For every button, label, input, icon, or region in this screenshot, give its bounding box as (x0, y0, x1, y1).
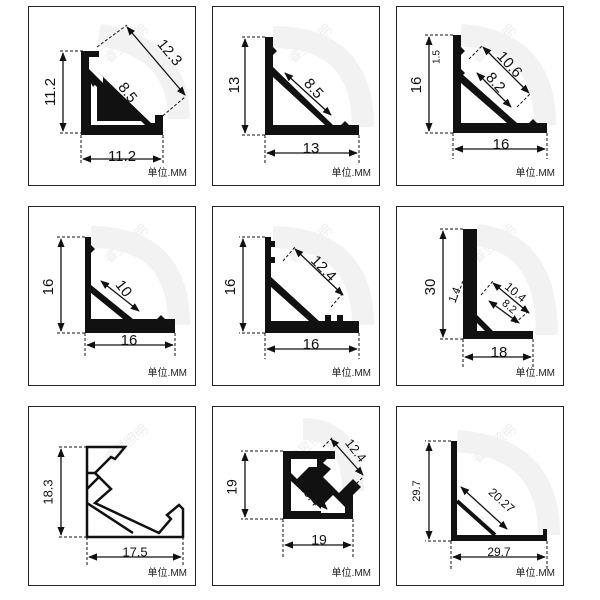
dimension-label: 16 (493, 136, 510, 153)
profile-panel-7: 睿昱照明 18.3 17.5 单位.MM (28, 406, 196, 586)
profile-shape (265, 237, 359, 333)
diffuser-arc (272, 226, 374, 326)
dimension-label: 1.5 (432, 50, 443, 64)
profile-shape (463, 229, 533, 339)
unit-label: 单位.MM (331, 368, 371, 379)
extension-line (352, 476, 364, 488)
diffuser-slot (455, 499, 497, 537)
dimension-line (492, 282, 530, 314)
dimension-label: 29.7 (487, 545, 511, 559)
extension-line (158, 96, 186, 120)
unit-label: 单位.MM (147, 368, 187, 379)
extension-line (516, 92, 532, 108)
profile-shape (85, 237, 175, 333)
dimension-label: 17.5 (122, 544, 147, 559)
profile-panel-4: 睿昱照明 16 10 16 单位.MM (28, 206, 196, 386)
dimension-label: 18.3 (40, 479, 55, 504)
unit-label: 单位.MM (147, 168, 187, 179)
profile-cavity (291, 459, 317, 479)
unit-label: 单位.MM (515, 368, 555, 379)
unit-label: 单位.MM (331, 568, 371, 579)
diffuser-arc (475, 224, 558, 336)
profile-notch (505, 323, 513, 331)
dimension-line (482, 46, 530, 94)
dimension-line (294, 248, 344, 296)
diffuser-arc (90, 226, 190, 326)
dimension-label: 16 (222, 279, 239, 296)
diffuser-arc (272, 26, 374, 128)
unit-label: 单位.MM (515, 168, 555, 179)
extension-line (480, 280, 494, 296)
profile-panel-2: 睿昱照明 13 8.5 13 单位.MM (212, 6, 380, 186)
extension-line (454, 280, 464, 304)
profile-shape (453, 35, 547, 133)
profile-cavity (91, 81, 145, 125)
diffuser-slot (477, 315, 493, 331)
extension-line (282, 246, 296, 262)
dimension-line (460, 486, 508, 530)
unit-label: 单位.MM (515, 568, 555, 579)
dimension-label: 30 (422, 279, 439, 296)
dimension-line (126, 26, 186, 96)
dimension-label: 16 (40, 279, 57, 296)
dimension-line (298, 480, 328, 510)
dimension-label: 10 (112, 277, 136, 301)
dimension-label: 16 (303, 336, 320, 353)
dimension-label: 20.27 (486, 485, 518, 516)
dimension-line (488, 300, 520, 324)
profile-panel-3: 睿昱照明 16 1.5 10.6 8.2 16 单位.MM (396, 6, 564, 186)
dimension-line (88, 78, 140, 120)
unit-label: 单位.MM (331, 168, 371, 179)
dimension-label: 8.2 (482, 69, 509, 96)
dimension-label: 18 (491, 344, 508, 361)
dimension-label: 13 (226, 77, 243, 94)
profile-outline (86, 501, 134, 535)
diffuser-arc (456, 430, 560, 536)
extension-line (468, 44, 484, 60)
profile-outline (86, 471, 101, 490)
dimension-label: 16 (408, 77, 425, 94)
profile-outline (85, 445, 185, 539)
dimension-line (100, 280, 140, 312)
profile-panel-5: 睿昱照明 16 12.4 16 单位.MM (212, 206, 380, 386)
dimension-line (476, 72, 512, 108)
profile-panel-1: 睿昱照明 11.2 12.3 8.5 11.2 单位.MM (28, 6, 196, 186)
extension-line (330, 292, 344, 308)
extension-line (96, 24, 128, 48)
dimension-label: 16 (121, 332, 138, 349)
dimension-label: 19 (224, 479, 240, 495)
dimension-label: 1.4 (447, 286, 464, 304)
dimension-label: 19 (311, 532, 327, 548)
dimension-label: 13 (303, 140, 320, 157)
dimension-label: 11.2 (42, 78, 59, 106)
diffuser-slot (271, 277, 319, 321)
dimension-line (330, 438, 364, 476)
dimension-label: 11.2 (108, 148, 136, 165)
dimension-label: 29.7 (411, 480, 423, 501)
dimension-line (284, 72, 332, 116)
unit-label: 单位.MM (147, 568, 187, 579)
profile-panel-6: 睿昱照明 30 1.4 10.4 8.2 18 单位.MM (396, 206, 564, 386)
profile-shape (265, 37, 359, 135)
profile-panel-9: 睿昱照明 29.7 20.27 29.7 单位.MM (396, 406, 564, 586)
profile-panel-8: 睿昱照明 19 12.4 10.4 19 单位.MM (212, 406, 380, 586)
